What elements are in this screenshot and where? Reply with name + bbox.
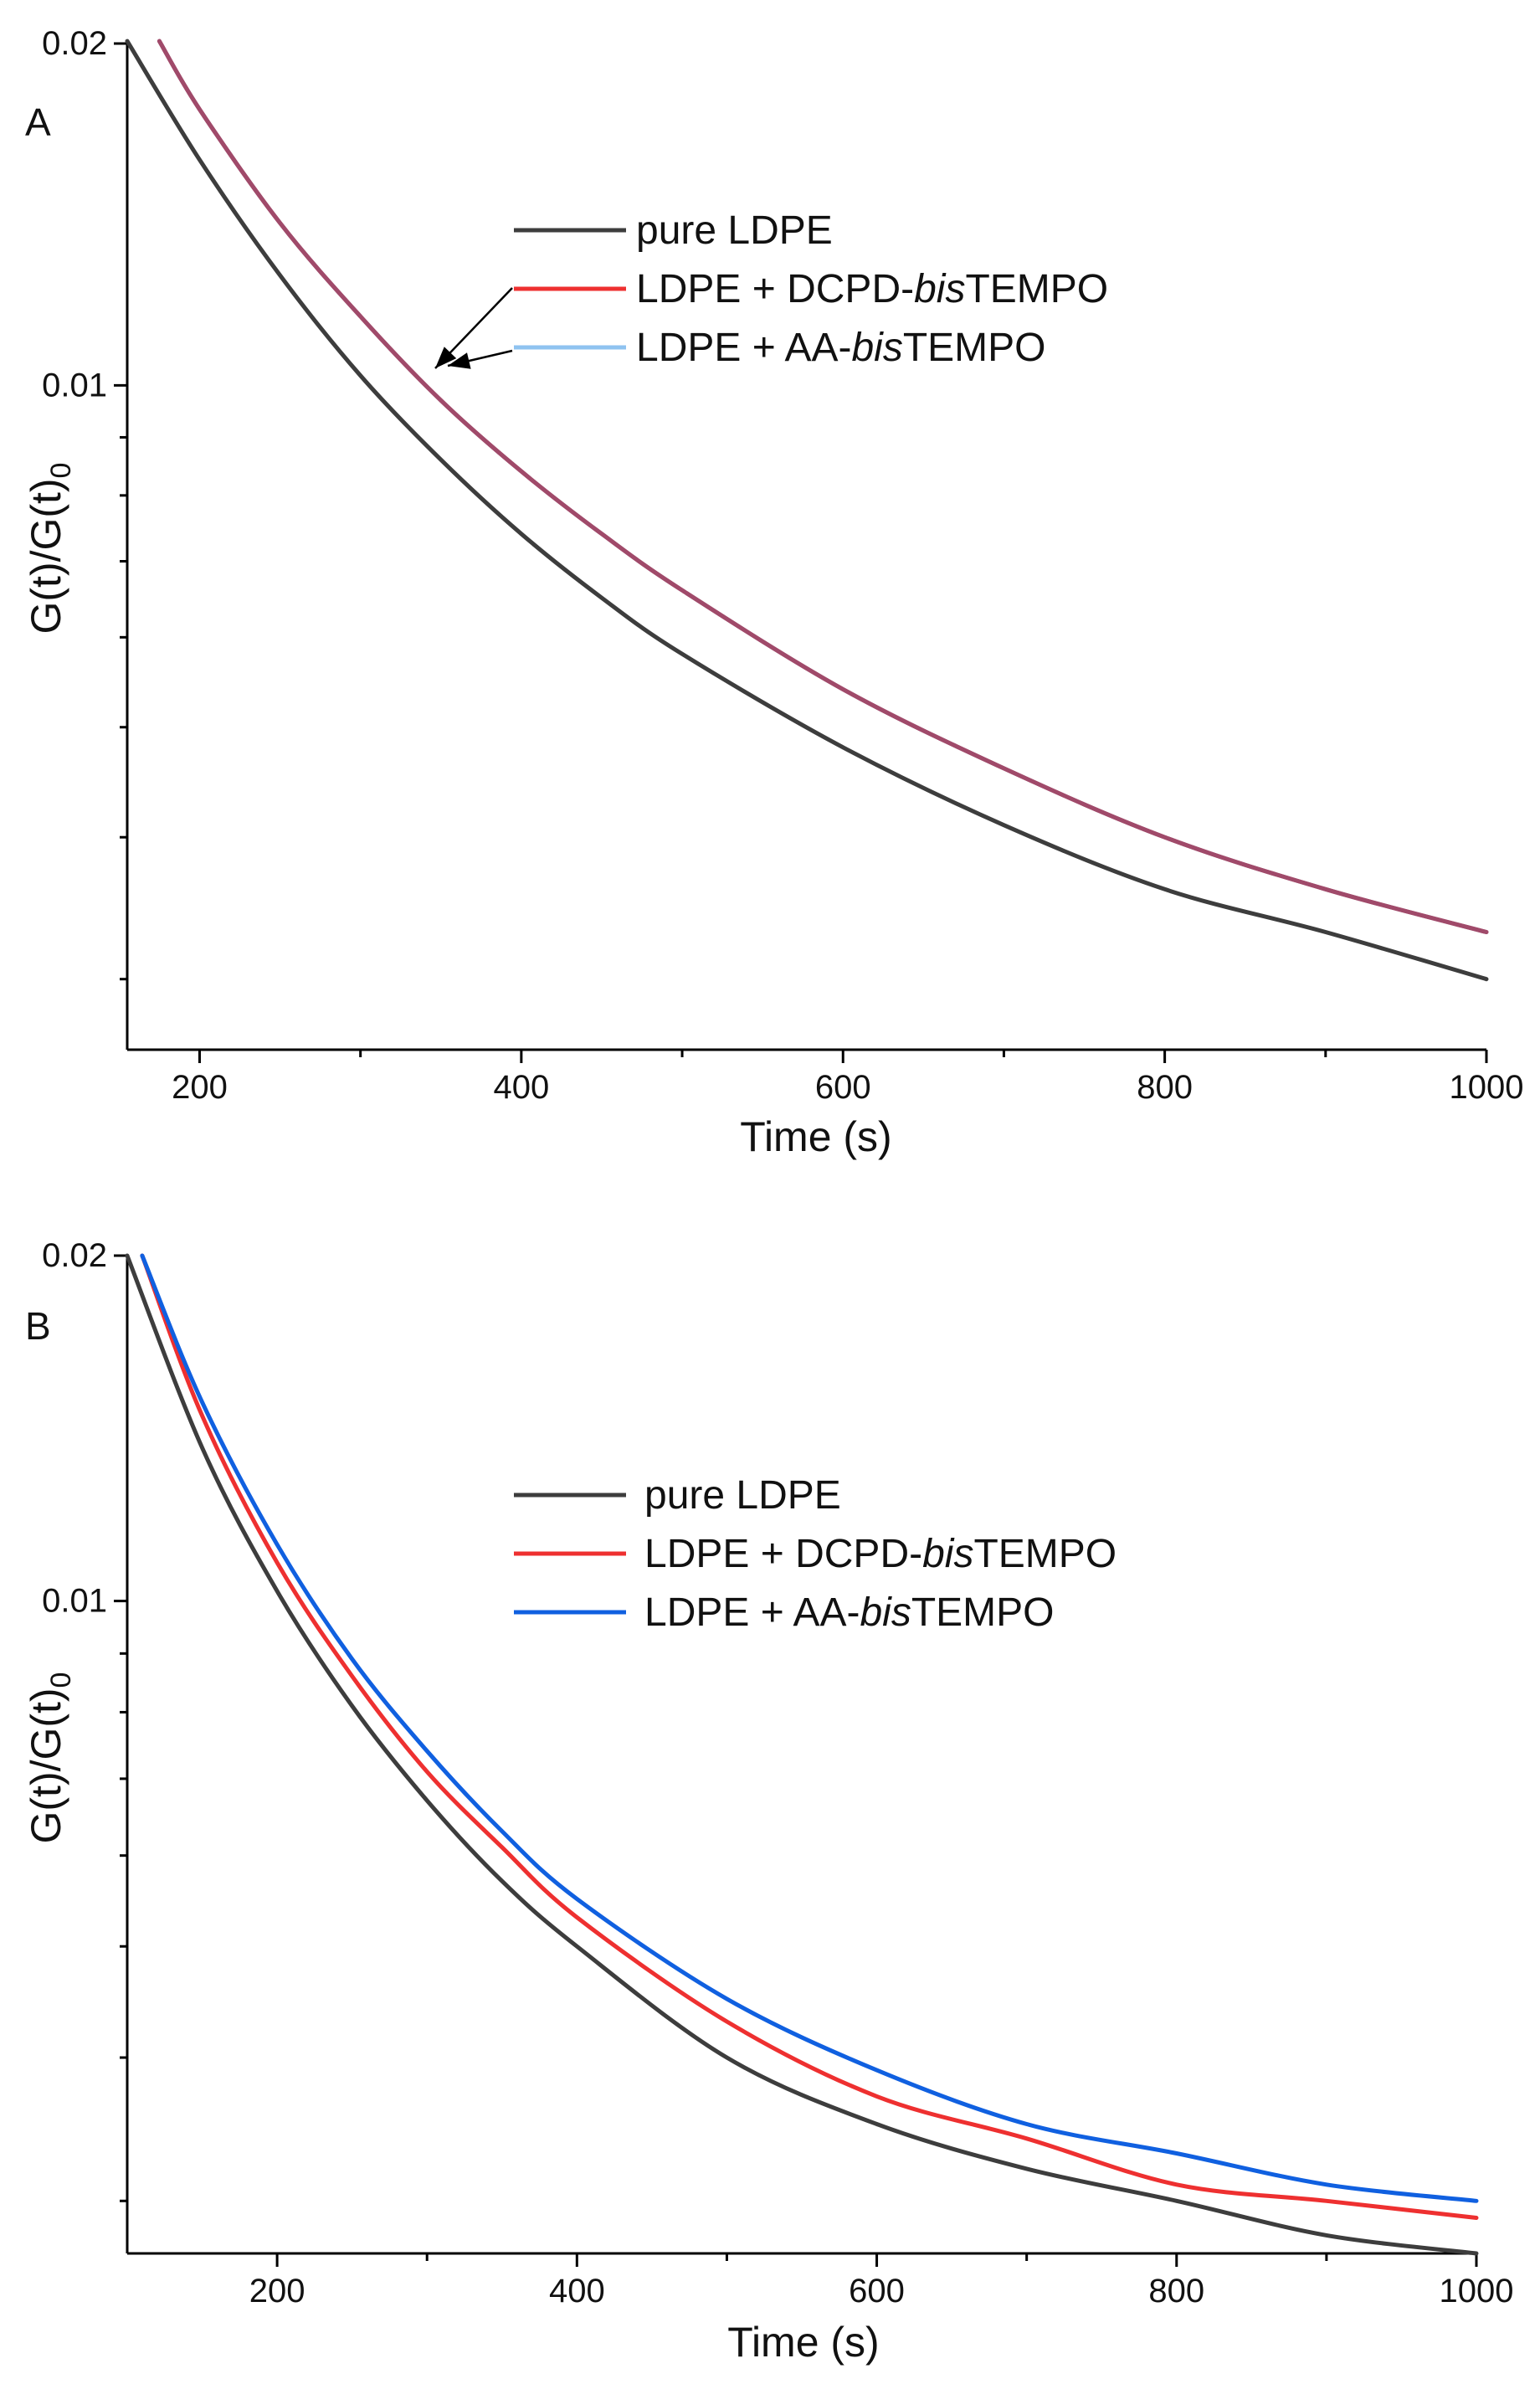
x-tick-label: 1000 <box>1450 1069 1524 1106</box>
legend-label-suffix: TEMPO <box>965 267 1108 311</box>
legend-label-suffix: TEMPO <box>911 1590 1055 1635</box>
legend-label-2: LDPE + AA-bisTEMPO <box>644 1590 1055 1635</box>
legend-label-2: LDPE + AA-bisTEMPO <box>636 326 1046 370</box>
series-line-1 <box>157 39 1489 934</box>
y-tick-label: 0.02 <box>42 1237 107 1274</box>
legend-label-italic: bis <box>851 326 902 370</box>
series-line-1 <box>140 1253 1479 2220</box>
x-axis-title: Time (s) <box>740 1113 891 1160</box>
x-tick-label: 400 <box>549 2273 605 2310</box>
annotation-arrow-head-1 <box>448 352 471 369</box>
legend-label-1: LDPE + DCPD-bisTEMPO <box>644 1532 1116 1576</box>
series-line-0 <box>125 1253 1479 2256</box>
y-tick-label: 0.02 <box>42 25 107 62</box>
annotation-arrow-head-0 <box>435 347 457 368</box>
legend-label-suffix: TEMPO <box>973 1532 1116 1576</box>
series-line-0 <box>125 39 1489 982</box>
legend-label-prefix: LDPE + DCPD- <box>644 1532 922 1576</box>
y-axis-title-subscript: 0 <box>45 463 77 479</box>
legend-label-0: pure LDPE <box>644 1473 841 1518</box>
y-axis-title-subscript: 0 <box>45 1672 77 1688</box>
x-tick-label: 400 <box>493 1069 549 1106</box>
legend-label-prefix: LDPE + AA- <box>644 1590 860 1635</box>
legend-label-0: pure LDPE <box>636 208 833 253</box>
y-axis-title-main: G(t)/G(t) <box>23 478 69 634</box>
y-axis-title: G(t)/G(t)0 <box>23 1672 77 1844</box>
y-tick-label: 0.01 <box>42 367 107 403</box>
x-tick-label: 200 <box>172 1069 228 1106</box>
y-axis-title: G(t)/G(t)0 <box>23 463 77 635</box>
panel-label: A <box>25 100 51 144</box>
legend-label-1: LDPE + DCPD-bisTEMPO <box>636 267 1108 311</box>
legend-label-prefix: LDPE + DCPD- <box>636 267 914 311</box>
series-line-2 <box>140 1253 1479 2203</box>
legend-label-italic: bis <box>860 1590 911 1635</box>
legend-label-italic: bis <box>914 267 965 311</box>
x-tick-label: 600 <box>849 2273 905 2310</box>
x-tick-label: 800 <box>1137 1069 1193 1106</box>
chart-panel-a: 200 400 600 800 1000 0.01 0.02 A Time (s) G(t)/G(… <box>23 25 1523 1160</box>
panel-label: B <box>25 1304 51 1348</box>
legend-label-prefix: LDPE + AA- <box>636 326 851 370</box>
x-tick-label: 1000 <box>1440 2273 1514 2310</box>
y-axis-title-main: G(t)/G(t) <box>23 1688 69 1843</box>
legend-label-italic: bis <box>922 1532 973 1576</box>
x-axis-title: Time (s) <box>727 2319 879 2366</box>
x-tick-label: 200 <box>249 2273 305 2310</box>
x-tick-label: 600 <box>815 1069 871 1106</box>
chart-panel-b: 200 400 600 800 1000 0.01 0.02 B Time (s) G(t)/G(… <box>23 1237 1513 2366</box>
legend-label-suffix: TEMPO <box>903 326 1046 370</box>
y-tick-label: 0.01 <box>42 1583 107 1620</box>
x-tick-label: 800 <box>1148 2273 1204 2310</box>
series-line-2 <box>157 39 1489 934</box>
